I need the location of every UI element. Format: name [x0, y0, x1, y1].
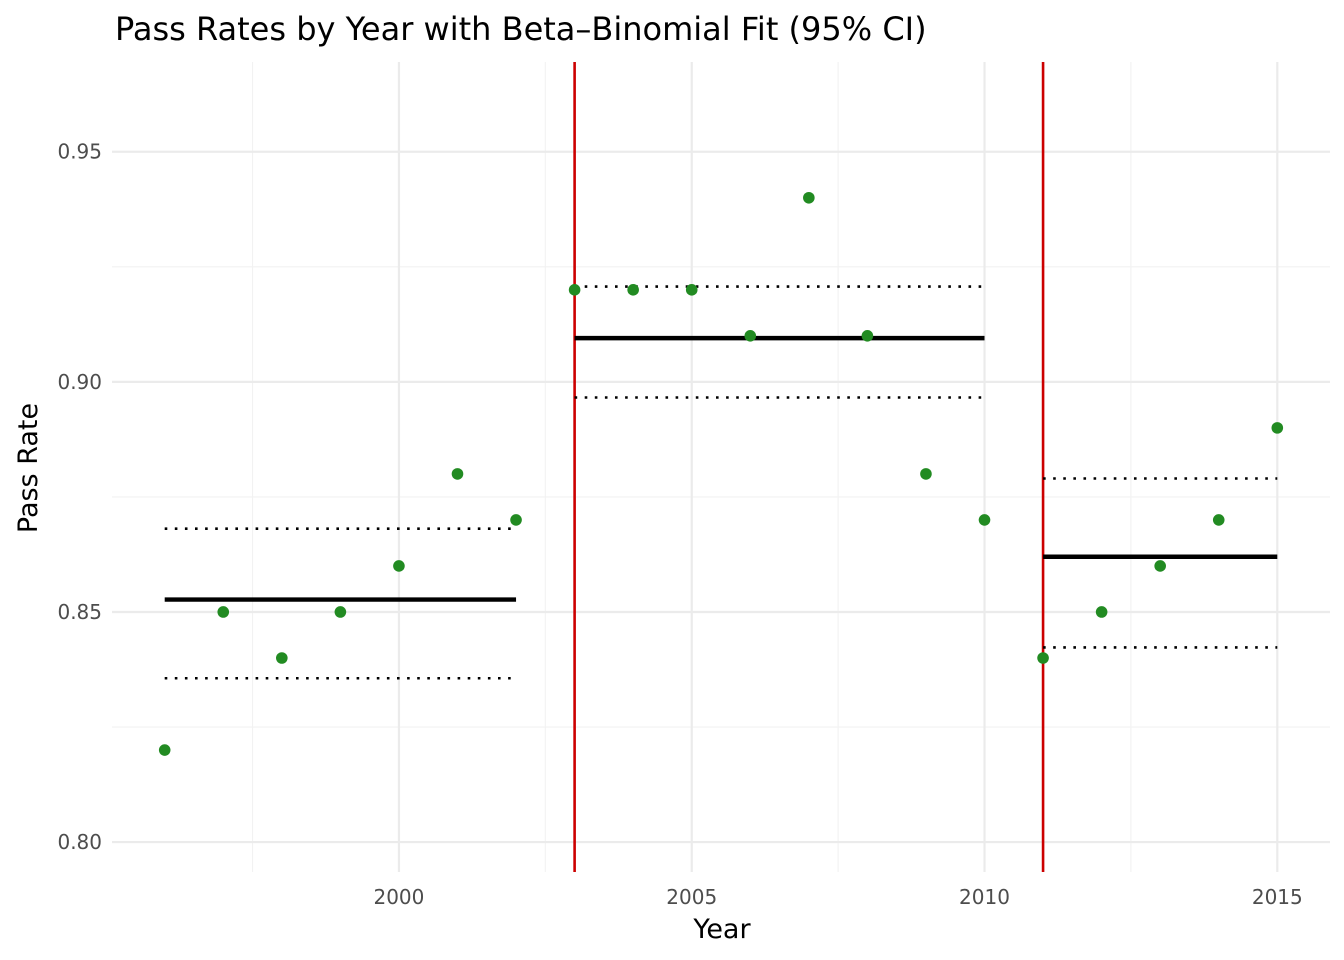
x-tick-label: 2000: [373, 885, 424, 909]
x-tick-label: 2015: [1252, 885, 1303, 909]
data-point: [158, 744, 171, 756]
x-tick-label: 2010: [959, 885, 1010, 909]
y-tick-label: 0.90: [57, 370, 102, 394]
data-points: [158, 191, 1284, 756]
y-axis-ticks: 0.80 0.85 0.90 0.95: [57, 140, 102, 854]
data-point: [1095, 606, 1108, 618]
y-tick-label: 0.95: [57, 140, 102, 164]
fit-lines: [164, 335, 1278, 602]
data-point: [627, 284, 639, 296]
data-point: [1037, 652, 1049, 664]
y-tick-label: 0.80: [57, 830, 102, 854]
data-point: [920, 468, 932, 480]
y-tick-label: 0.85: [57, 600, 102, 624]
x-axis-ticks: 2000 2005 2010 2015: [373, 885, 1302, 909]
data-point: [1154, 560, 1166, 572]
x-tick-label: 2005: [666, 885, 717, 909]
data-point: [861, 330, 874, 342]
data-point: [217, 606, 230, 618]
data-point: [334, 606, 347, 618]
data-point: [978, 514, 991, 526]
data-point: [568, 284, 581, 296]
data-point: [451, 468, 464, 480]
data-point: [510, 514, 522, 526]
confidence-interval-lines: [164, 285, 1278, 680]
data-point: [744, 330, 757, 342]
data-point: [276, 652, 288, 664]
chart-title: Pass Rates by Year with Beta–Binomial Fi…: [115, 10, 927, 48]
data-point: [1271, 422, 1284, 434]
y-axis-title: Pass Rate: [13, 403, 44, 533]
breakpoint-lines: [573, 62, 1045, 872]
data-point: [803, 191, 815, 204]
data-point: [685, 284, 698, 296]
data-point: [393, 560, 405, 572]
data-point: [1212, 514, 1225, 526]
grid: [112, 62, 1330, 872]
x-axis-title: Year: [692, 914, 751, 945]
